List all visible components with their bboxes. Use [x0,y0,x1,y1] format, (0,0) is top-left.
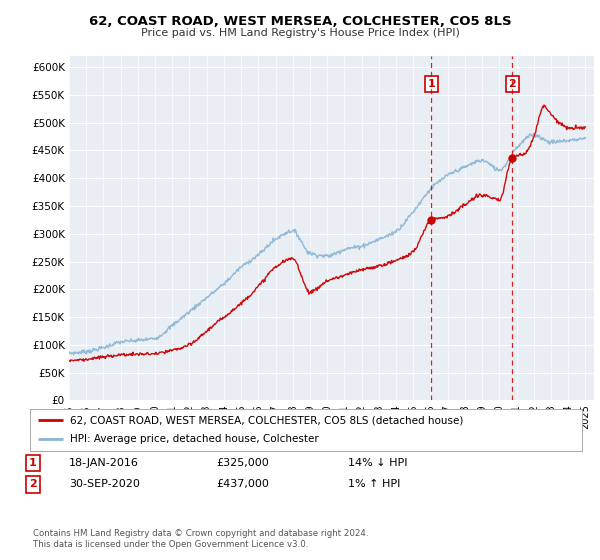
Text: 62, COAST ROAD, WEST MERSEA, COLCHESTER, CO5 8LS (detached house): 62, COAST ROAD, WEST MERSEA, COLCHESTER,… [70,415,463,425]
Text: Contains HM Land Registry data © Crown copyright and database right 2024.
This d: Contains HM Land Registry data © Crown c… [33,529,368,549]
Text: HPI: Average price, detached house, Colchester: HPI: Average price, detached house, Colc… [70,435,319,445]
Text: 14% ↓ HPI: 14% ↓ HPI [348,458,407,468]
Text: £325,000: £325,000 [216,458,269,468]
Text: 18-JAN-2016: 18-JAN-2016 [69,458,139,468]
Text: 30-SEP-2020: 30-SEP-2020 [69,479,140,489]
Text: 1% ↑ HPI: 1% ↑ HPI [348,479,400,489]
Text: 1: 1 [29,458,37,468]
Text: 2: 2 [29,479,37,489]
Text: Price paid vs. HM Land Registry's House Price Index (HPI): Price paid vs. HM Land Registry's House … [140,28,460,38]
Text: 1: 1 [427,79,435,89]
Text: 2: 2 [508,79,516,89]
Text: 62, COAST ROAD, WEST MERSEA, COLCHESTER, CO5 8LS: 62, COAST ROAD, WEST MERSEA, COLCHESTER,… [89,15,511,28]
Text: £437,000: £437,000 [216,479,269,489]
